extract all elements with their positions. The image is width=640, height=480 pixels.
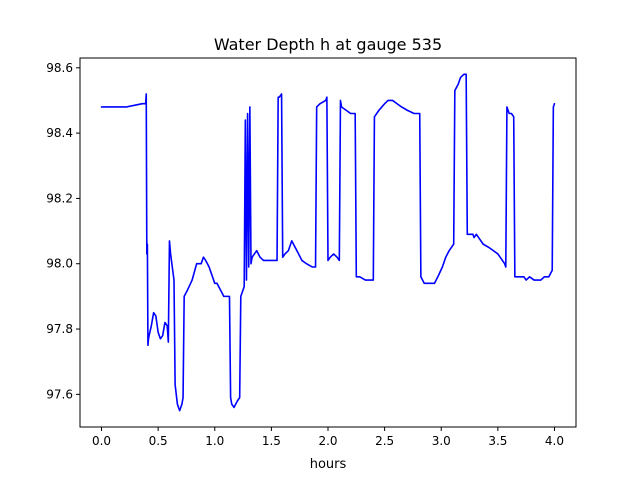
y-axis-ticks: 97.6 97.8 98.0 98.2 98.4 98.6 <box>46 61 80 401</box>
y-tick-label: 97.8 <box>46 322 73 336</box>
x-tick-label: 1.5 <box>262 434 281 448</box>
x-tick-label: 2.0 <box>318 434 337 448</box>
x-tick-label: 0.0 <box>92 434 111 448</box>
y-tick-label: 98.6 <box>46 61 73 75</box>
y-tick-label: 98.4 <box>46 126 73 140</box>
x-tick-label: 4.0 <box>545 434 564 448</box>
x-tick-label: 3.0 <box>432 434 451 448</box>
y-tick-label: 98.2 <box>46 191 73 205</box>
axes-frame <box>79 57 577 428</box>
y-tick-label: 97.6 <box>46 387 73 401</box>
x-axis-label: hours <box>310 457 347 472</box>
y-tick-label: 98.0 <box>46 257 73 271</box>
plot-area <box>100 73 556 412</box>
chart-title: Water Depth h at gauge 535 <box>214 35 442 54</box>
x-tick-label: 3.5 <box>488 434 507 448</box>
series-line-0 <box>100 73 556 412</box>
x-tick-label: 2.5 <box>375 434 394 448</box>
x-tick-label: 1.0 <box>205 434 224 448</box>
x-tick-label: 0.5 <box>149 434 168 448</box>
x-axis-ticks: 0.0 0.5 1.0 1.5 2.0 2.5 3.0 3.5 4.0 <box>92 427 564 448</box>
